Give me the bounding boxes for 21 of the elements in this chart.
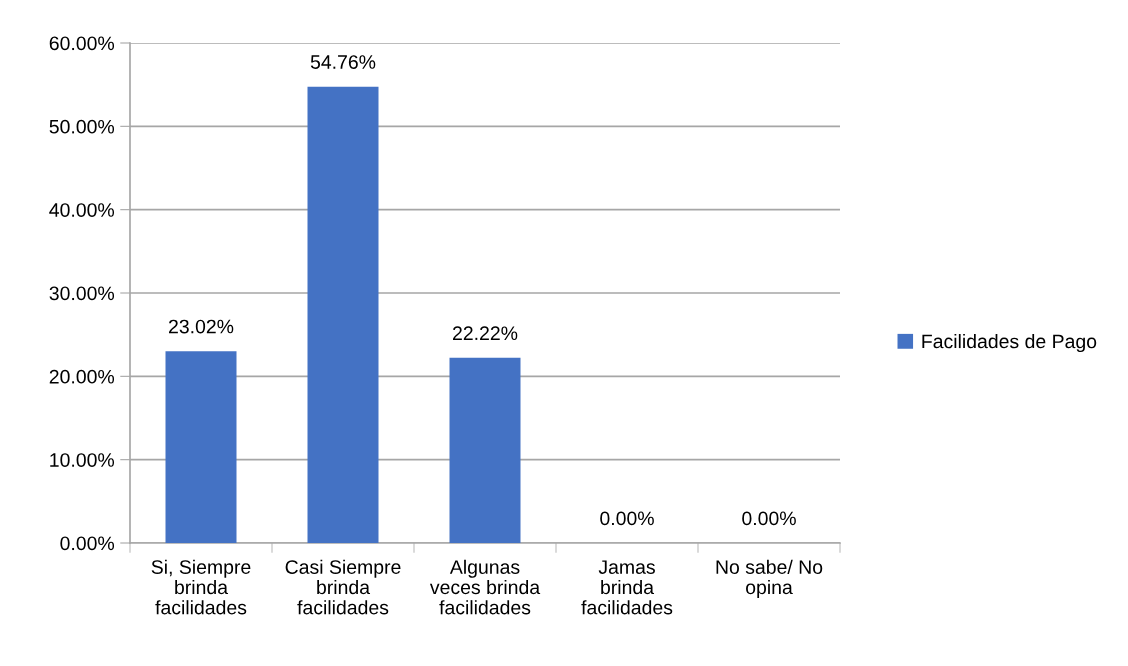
data-label: 0.00% — [742, 511, 796, 526]
y-tick-label: 30.00% — [49, 286, 115, 301]
y-tick-label: 20.00% — [49, 369, 115, 384]
bar — [165, 351, 237, 543]
y-tick-label: 10.00% — [50, 453, 115, 467]
x-tick-label: No sabe/ No opina — [716, 559, 823, 599]
y-tick-label: 50.00% — [49, 119, 115, 134]
data-label: 54.76% — [310, 55, 376, 69]
bar — [449, 357, 521, 543]
data-label: 22.22% — [453, 326, 518, 341]
x-tick-label: Algunas veces brinda facilidades — [429, 559, 541, 615]
legend-label: Facilidades de Pago — [922, 333, 1097, 353]
y-tick-label: 0.00% — [60, 536, 115, 551]
y-tick-label: 40.00% — [49, 203, 115, 217]
x-tick-label: Si, Siempre brinda facilidades — [151, 559, 251, 615]
data-label: 23.02% — [169, 319, 234, 334]
y-tick-label: 60.00% — [49, 36, 115, 51]
x-tick-label: Jamas brinda facilidades — [581, 560, 673, 615]
data-label: 0.00% — [600, 511, 654, 526]
bar — [307, 86, 379, 543]
x-tick-label: Casi Siempre brinda facilidades — [285, 559, 401, 615]
